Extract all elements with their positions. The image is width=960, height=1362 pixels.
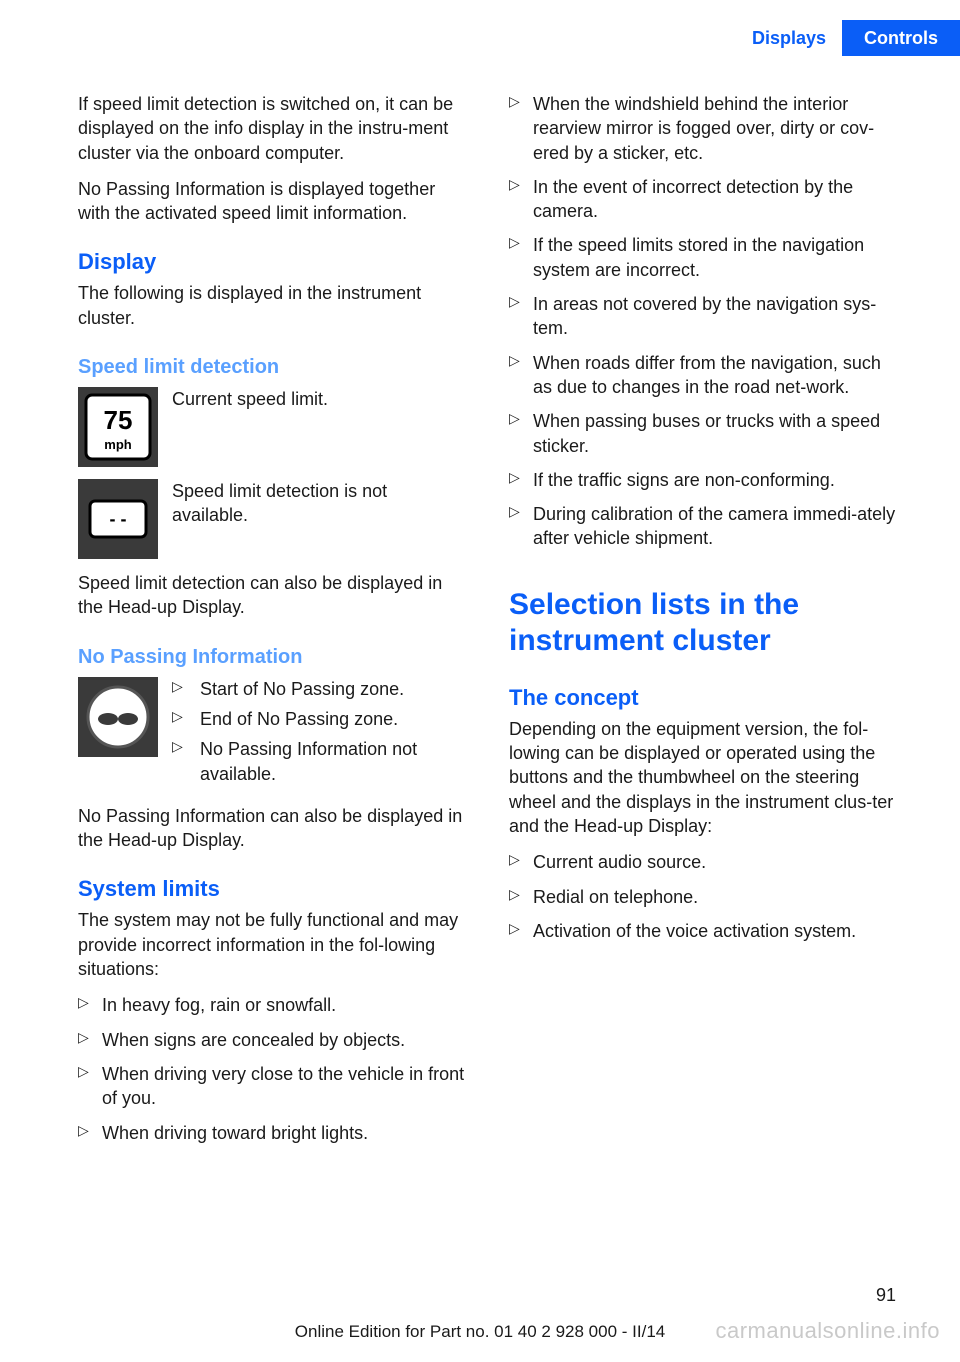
breadcrumb-displays: Displays <box>736 20 842 56</box>
speed-limit-icon-row-1: 75 mph Current speed limit. <box>78 387 465 467</box>
selection-lists-heading: Selection lists in the instrument cluste… <box>509 587 896 659</box>
concept-paragraph: Depending on the equipment version, the … <box>509 717 896 838</box>
speed-limit-value: 75 <box>104 405 133 435</box>
speed-limit-detection-heading: Speed limit detection <box>78 356 465 379</box>
intro-paragraph-1: If speed limit detection is switched on,… <box>78 92 465 165</box>
no-passing-item-start: Start of No Passing zone. <box>172 677 465 701</box>
speed-limit-icon-row-2: - - Speed limit detection is not availab… <box>78 479 465 559</box>
limits-item-concealed: When signs are concealed by objects. <box>102 1028 465 1052</box>
left-column: If speed limit detection is switched on,… <box>78 92 465 1272</box>
right-column: When the windshield behind the interior … <box>509 92 896 1272</box>
header-breadcrumb: Displays Controls <box>736 20 960 56</box>
limits-item-nav-coverage: In areas not covered by the navigation s… <box>533 292 896 341</box>
concept-item-voice: Activation of the voice activation syste… <box>533 919 896 943</box>
no-passing-list: Start of No Passing zone. End of No Pass… <box>172 677 465 792</box>
no-passing-icon-row: Start of No Passing zone. End of No Pass… <box>78 677 465 792</box>
concept-heading: The concept <box>509 685 896 711</box>
limits-item-bright-lights: When driving toward bright lights. <box>102 1121 465 1145</box>
system-limits-paragraph: The system may not be fully functional a… <box>78 908 465 981</box>
page: Displays Controls If speed limit detecti… <box>0 0 960 1362</box>
concept-list: Current audio source. Redial on telephon… <box>509 850 896 953</box>
limits-item-calibration: During calibration of the camera immedi‐… <box>533 502 896 551</box>
limits-item-bus-truck: When passing buses or trucks with a spee… <box>533 409 896 458</box>
speed-limit-icon-2-text: Speed limit detection is not available. <box>172 479 465 559</box>
intro-paragraph-2: No Passing Information is displayed toge… <box>78 177 465 226</box>
system-limits-heading: System limits <box>78 876 465 902</box>
limits-item-close-vehicle: When driving very close to the vehicle i… <box>102 1062 465 1111</box>
concept-item-audio: Current audio source. <box>533 850 896 874</box>
speed-limit-unit: mph <box>104 437 132 452</box>
speed-limit-unavailable-icon: - - <box>78 479 158 559</box>
speed-limit-sign-icon: 75 mph <box>78 387 158 467</box>
concept-item-redial: Redial on telephone. <box>533 885 896 909</box>
limits-item-incorrect-detection: In the event of incorrect detection by t… <box>533 175 896 224</box>
no-passing-sign-icon <box>78 677 158 757</box>
speed-limit-post-paragraph: Speed limit detection can also be displa… <box>78 571 465 620</box>
speed-limit-icon-1-text: Current speed limit. <box>172 387 328 467</box>
limits-item-nonconforming: If the traffic signs are non-conforming. <box>533 468 896 492</box>
no-passing-post-paragraph: No Passing Information can also be displ… <box>78 804 465 853</box>
no-passing-heading: No Passing Information <box>78 646 465 669</box>
watermark: carmanualsonline.info <box>715 1318 940 1344</box>
breadcrumb-controls: Controls <box>842 20 960 56</box>
page-number: 91 <box>876 1285 896 1306</box>
content-columns: If speed limit detection is switched on,… <box>78 92 896 1272</box>
system-limits-list-left: In heavy fog, rain or snowfall. When sig… <box>78 993 465 1154</box>
limits-item-road-changes: When roads differ from the navigation, s… <box>533 351 896 400</box>
no-passing-item-end: End of No Passing zone. <box>172 707 465 731</box>
limits-item-fog: In heavy fog, rain or snowfall. <box>102 993 465 1017</box>
system-limits-list-right: When the windshield behind the interior … <box>509 92 896 561</box>
limits-item-nav-speeds: If the speed limits stored in the naviga… <box>533 233 896 282</box>
display-paragraph: The following is displayed in the instru… <box>78 281 465 330</box>
display-heading: Display <box>78 249 465 275</box>
no-passing-item-na: No Passing Information not available. <box>172 737 465 786</box>
svg-text:- -: - - <box>110 509 127 529</box>
limits-item-windshield: When the windshield behind the interior … <box>533 92 896 165</box>
